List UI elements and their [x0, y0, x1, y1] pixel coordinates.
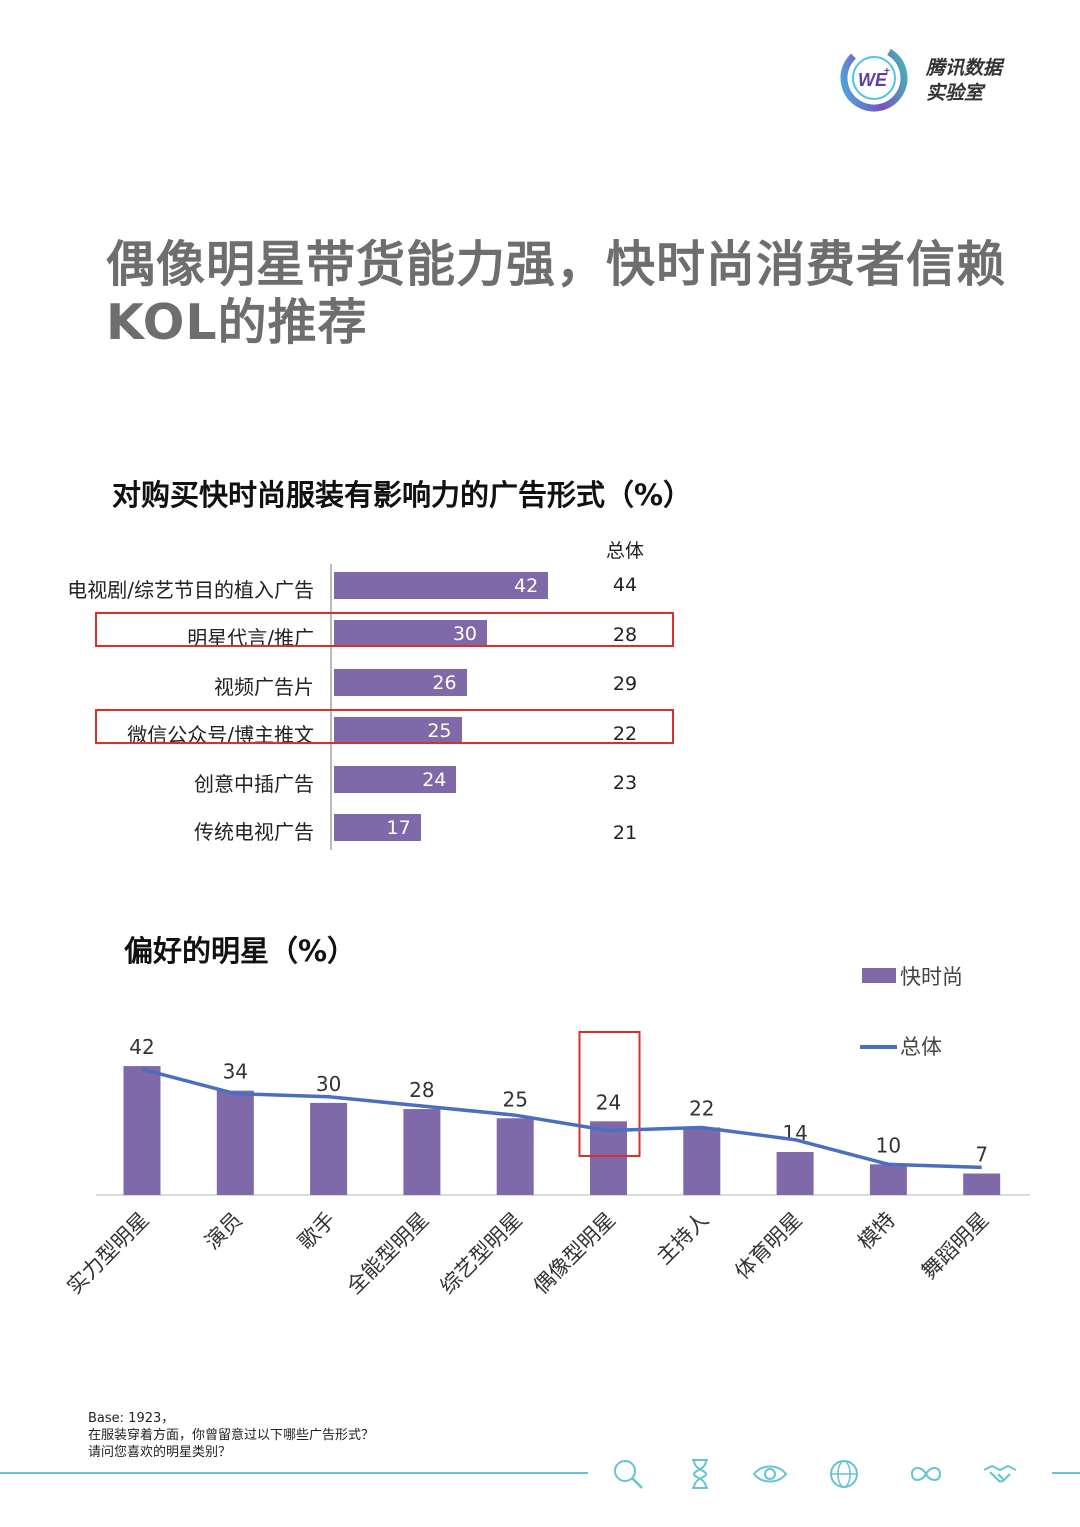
- footnote-line3: 请问您喜欢的明星类别？: [88, 1445, 232, 1460]
- category-label: 全能型明星: [342, 1208, 433, 1299]
- category-label: 主持人: [652, 1208, 714, 1270]
- chart2-title: 偏好的明星（%）: [124, 934, 357, 968]
- highlight-box: [578, 1031, 641, 1157]
- bar: [869, 1164, 907, 1195]
- bar-value-label: 17: [386, 817, 411, 839]
- logo-mark-text: WE: [858, 70, 888, 90]
- category-label: 视频广告片: [214, 674, 314, 699]
- logo-text-line1: 腾讯数据: [926, 57, 1003, 79]
- chart1-title: 对购买快时尚服装有影响力的广告形式（%）: [112, 478, 693, 512]
- logo-ring-icon: WE +: [840, 44, 908, 112]
- highlight-box: [95, 612, 674, 648]
- legend-label-bar: 快时尚: [900, 965, 963, 989]
- category-label: 创意中插广告: [194, 771, 314, 796]
- category-label: 模特: [853, 1208, 900, 1255]
- bar: [403, 1109, 441, 1195]
- bar: [310, 1102, 348, 1195]
- bar-value-label: 30: [452, 623, 477, 646]
- bar-value-label: 28: [409, 1078, 434, 1102]
- hourglass-icon: [692, 1459, 708, 1489]
- handshake-icon: [983, 1464, 1017, 1483]
- footer-divider-right: [1052, 1472, 1080, 1474]
- highlight-box: [95, 709, 674, 745]
- category-label: 演员: [200, 1208, 247, 1255]
- bar-value-label: 25: [427, 720, 452, 743]
- bar-value-label: 42: [514, 575, 539, 597]
- category-label: 舞蹈明星: [917, 1208, 993, 1284]
- bar: [216, 1090, 254, 1195]
- bar-value-label: 42: [129, 1035, 154, 1059]
- bar: [590, 1121, 627, 1195]
- category-label: 歌手: [293, 1208, 340, 1255]
- footnote: Base: 1923， 在服装穿着方面，你曾留意过以下哪些广告形式？ 请问您喜欢…: [88, 1410, 374, 1461]
- category-label: 实力型明星: [62, 1208, 153, 1299]
- category-label: 电视剧/综艺节目的植入广告: [67, 578, 314, 602]
- chart2-svg: 42 实力型明星 34 演员 30 歌手 28 全能型明星 25 综艺型明星 24 偶像型明星 22 主持…: [62, 965, 1030, 1299]
- footnote-line1: Base: 1923，: [88, 1411, 175, 1426]
- page-title-line2: KOL的推荐: [106, 294, 368, 351]
- category-label: 体育明星: [730, 1208, 806, 1284]
- page-title-line1: 偶像明星带货能力强，快时尚消费者信赖: [106, 236, 1007, 293]
- series-line-总体: [141, 1067, 982, 1170]
- bar-value-label: 24: [596, 1090, 621, 1114]
- bar: 24: [334, 765, 457, 793]
- total-value: 44: [612, 574, 638, 596]
- total-column-header: 总体: [605, 540, 644, 562]
- logo-text-line2: 实验室: [926, 82, 984, 104]
- bar-value-label: 7: [975, 1143, 988, 1167]
- bar-value-label: 34: [223, 1060, 248, 1084]
- total-value: 29: [612, 673, 638, 696]
- legend-swatch-bar: [862, 968, 896, 983]
- bar-value-label: 24: [422, 768, 447, 791]
- total-value: 28: [612, 623, 638, 646]
- bar: 26: [334, 668, 467, 696]
- bar: [776, 1152, 814, 1195]
- page-title: 偶像明星带货能力强，快时尚消费者信赖 KOL的推荐: [106, 236, 1046, 352]
- bar: 42: [334, 572, 549, 599]
- footnote-line2: 在服装穿着方面，你曾留意过以下哪些广告形式？: [88, 1428, 375, 1443]
- brand-logo: WE + 腾讯数据 实验室: [838, 42, 1018, 118]
- total-value: 22: [612, 722, 638, 745]
- category-label: 综艺型明星: [436, 1208, 527, 1299]
- logo-mark-sup: +: [884, 66, 890, 77]
- category-label: 偶像型明星: [529, 1208, 620, 1299]
- footer-divider-left: [0, 1472, 588, 1474]
- bar-value-label: 26: [432, 671, 457, 694]
- bar: 30: [334, 620, 487, 648]
- bar: [496, 1118, 534, 1195]
- bar-value-label: 22: [689, 1096, 714, 1120]
- bar: [963, 1173, 1001, 1195]
- chart1-axis: [330, 564, 332, 850]
- total-value: 21: [612, 822, 638, 844]
- infinity-icon: [910, 1467, 942, 1481]
- bar: [123, 1066, 161, 1195]
- bar: 25: [334, 717, 462, 745]
- globe-icon: [830, 1460, 858, 1488]
- bar-value-label: 25: [502, 1087, 527, 1111]
- category-label: 传统电视广告: [194, 820, 314, 844]
- total-value: 23: [612, 772, 638, 795]
- search-icon: [614, 1460, 643, 1489]
- bar-value-label: 10: [876, 1133, 901, 1157]
- bar-value-label: 30: [316, 1072, 341, 1096]
- eye-icon: [752, 1465, 788, 1483]
- bar: 17: [334, 814, 421, 841]
- bar: [683, 1127, 721, 1195]
- legend-label-line: 总体: [900, 1035, 942, 1059]
